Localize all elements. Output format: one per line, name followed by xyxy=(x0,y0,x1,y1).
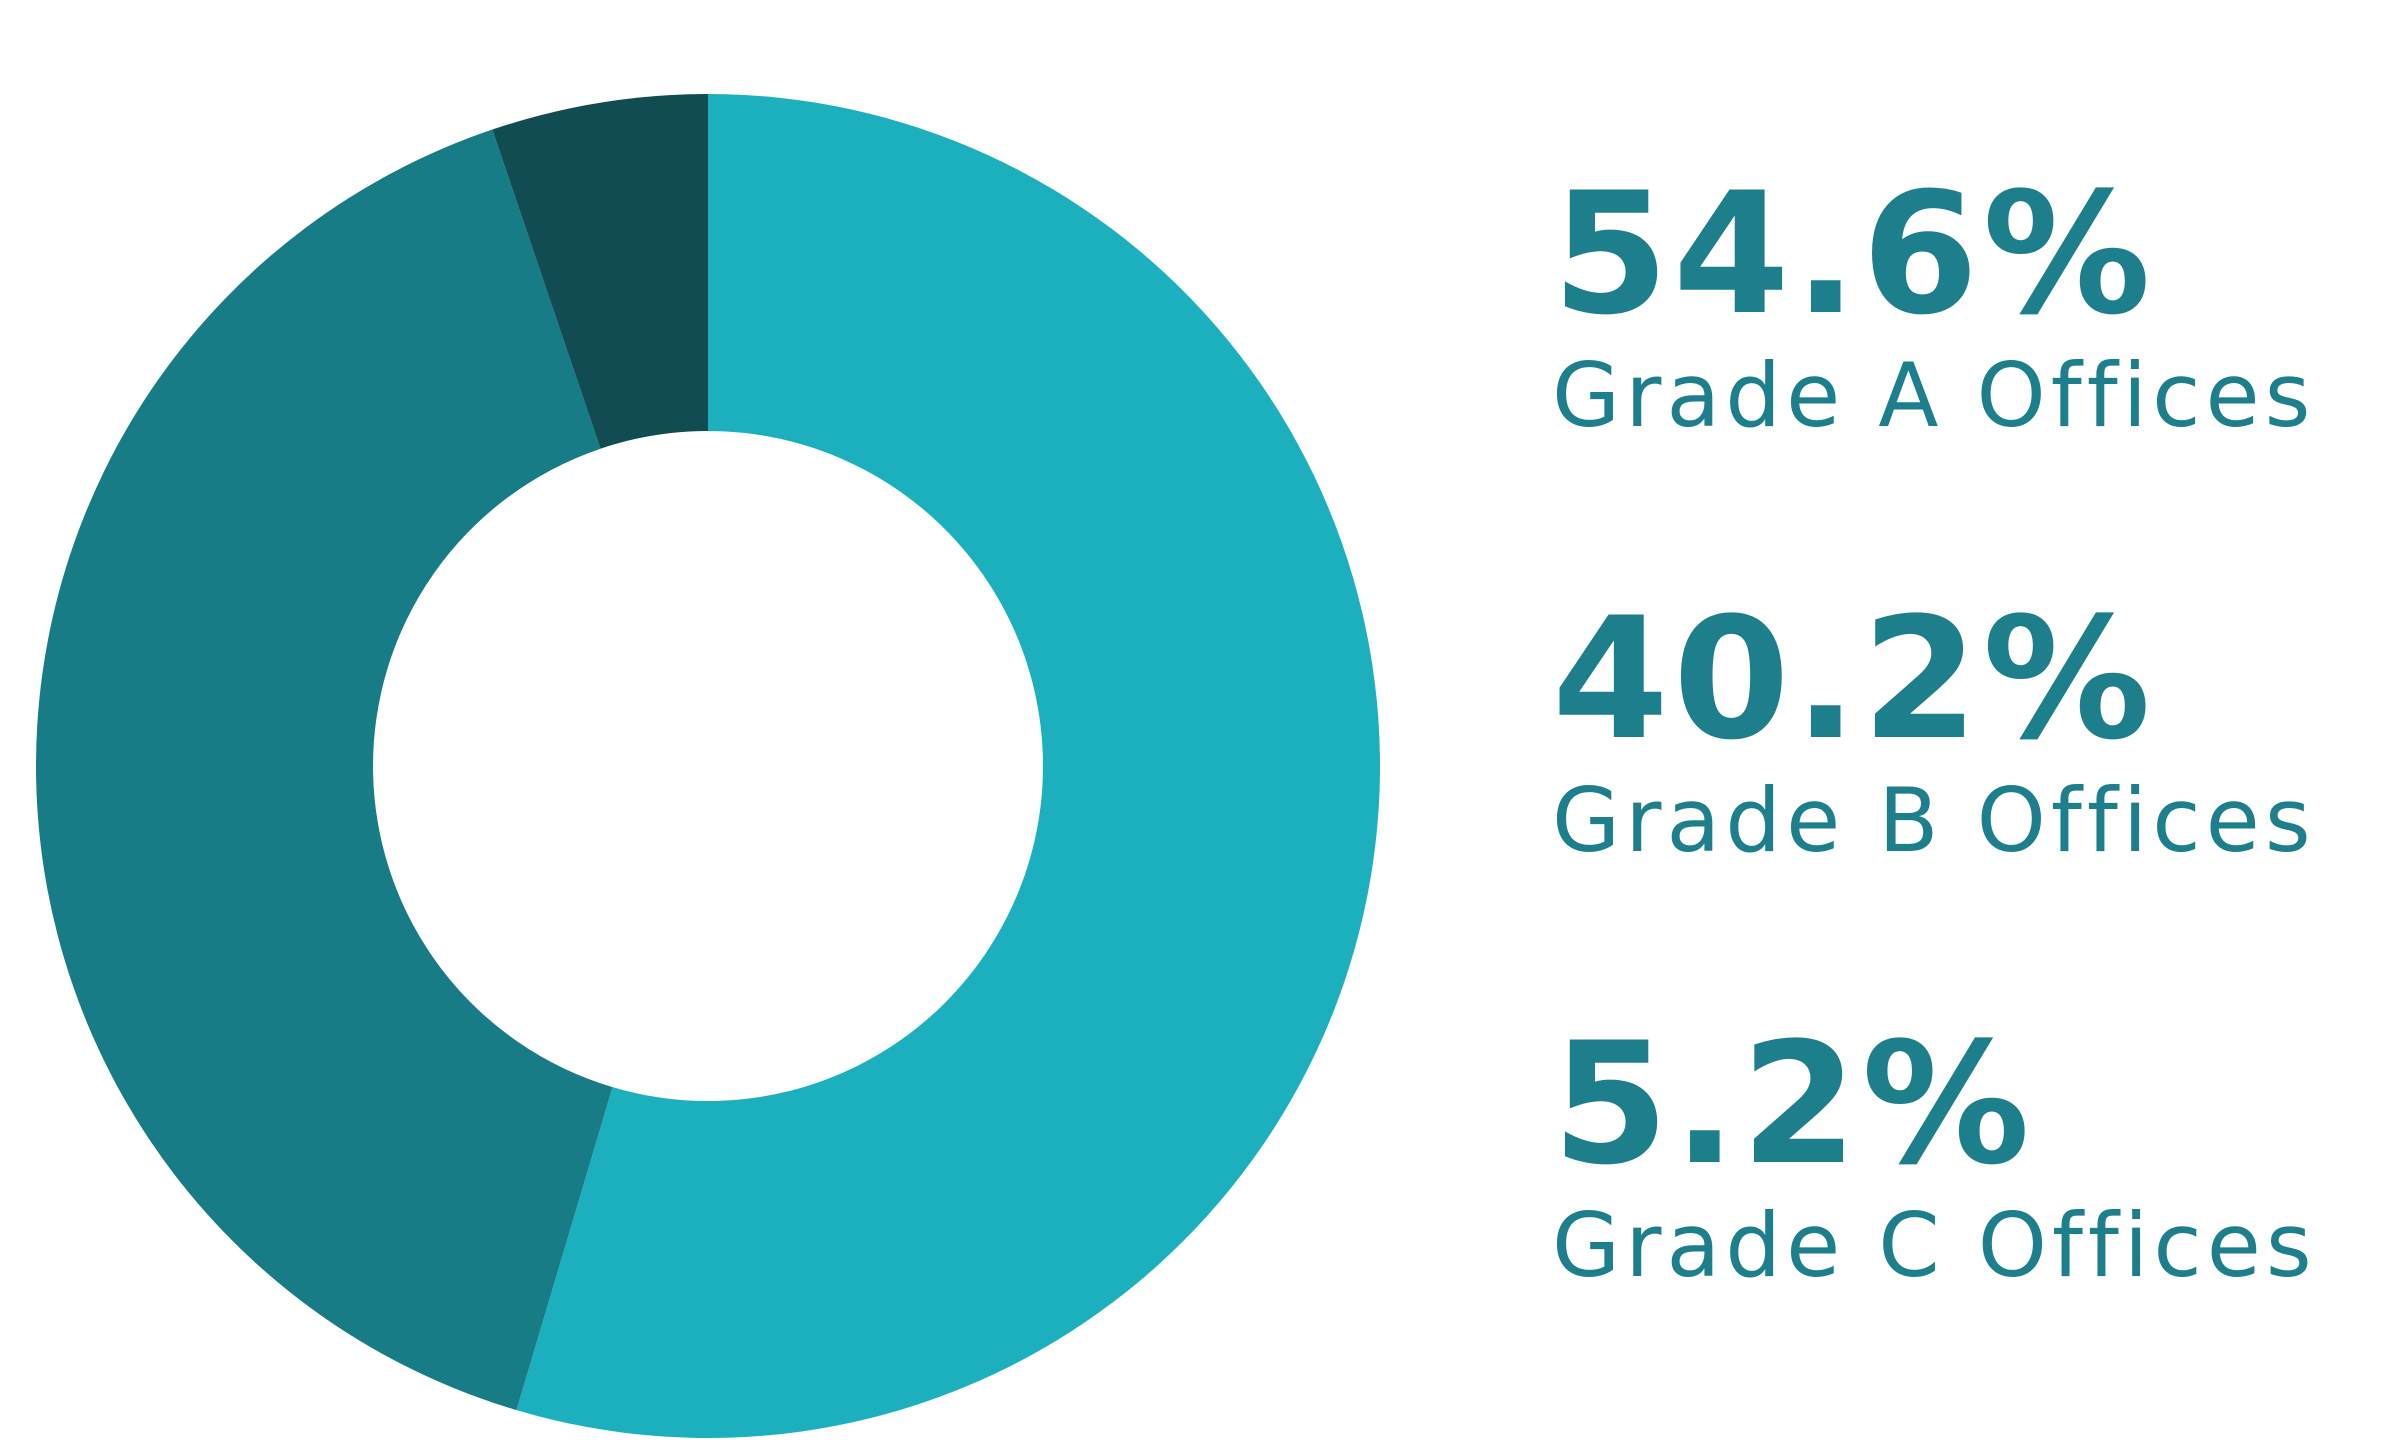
legend-item-grade-c: 5.2% Grade C Offices xyxy=(1552,1020,2352,1290)
legend-item-grade-a: 54.6% Grade A Offices xyxy=(1552,170,2352,440)
donut-slice-grade-c xyxy=(492,94,708,449)
legend-label-grade-b: Grade B Offices xyxy=(1552,769,2316,872)
legend-item-grade-b: 40.2% Grade B Offices xyxy=(1552,595,2352,865)
value-label-grade-a: 54.6% xyxy=(1552,156,2155,352)
value-label-grade-b: 40.2% xyxy=(1552,581,2155,777)
donut-slice-grade-b xyxy=(35,129,613,1411)
legend-label-grade-c: Grade C Offices xyxy=(1552,1194,2317,1297)
donut-slice-grade-a xyxy=(516,94,1380,1438)
value-label-grade-c: 5.2% xyxy=(1552,1006,2034,1202)
legend-label-grade-a: Grade A Offices xyxy=(1552,344,2316,447)
